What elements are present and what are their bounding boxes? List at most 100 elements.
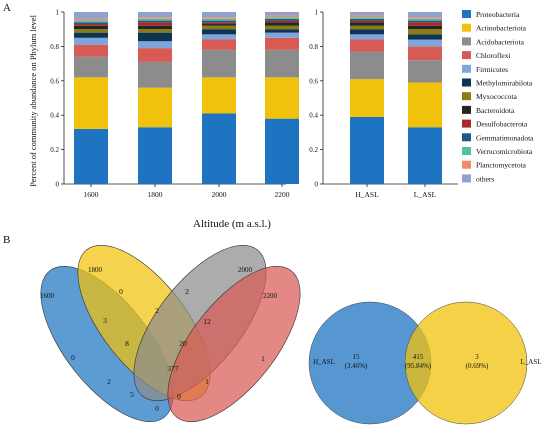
bar-segment	[265, 37, 299, 50]
venn-region-count: 0	[177, 392, 181, 401]
x-tick-label: H_ASL	[355, 190, 379, 199]
y-tick-label: 0.6	[309, 77, 318, 85]
venn-region-percent: (95.84%)	[405, 362, 432, 370]
legend-entry: Firmicutes	[476, 65, 508, 74]
bar-segment	[350, 25, 384, 30]
bar-segment	[265, 49, 299, 78]
legend-swatch	[462, 23, 471, 32]
legend-entry: Gemmatimonadota	[476, 133, 534, 142]
bar-segment	[350, 39, 384, 52]
legend-entry: others	[476, 174, 494, 183]
venn-region-percent: (3.46%)	[345, 362, 368, 370]
y-tick-label: 0.4	[50, 112, 59, 120]
x-tick-label: 1800	[148, 190, 163, 199]
bar-segment	[74, 25, 108, 30]
bar-segment	[265, 32, 299, 38]
legend-swatch	[462, 174, 471, 183]
bar-segment	[74, 44, 108, 57]
bar-segment	[202, 39, 236, 50]
bar-segment	[74, 77, 108, 129]
bar-segment	[265, 22, 299, 26]
bar-segment	[350, 29, 384, 35]
y-tick-label: 1	[56, 9, 60, 17]
legend-swatch	[462, 51, 471, 60]
bar-segment	[74, 37, 108, 45]
x-tick-label: 2200	[275, 190, 290, 199]
legend-entry: Planctomycetota	[476, 161, 527, 170]
x-tick-label: 1600	[84, 190, 99, 199]
y-tick-label: 0	[315, 181, 319, 189]
bar-segment	[202, 77, 236, 114]
y-tick-label: 0.8	[50, 43, 59, 51]
bar-segment	[202, 24, 236, 26]
bar-segment	[202, 49, 236, 78]
bar-segment	[265, 18, 299, 21]
bar-segment	[408, 12, 442, 18]
bar-segment	[202, 113, 236, 184]
x-axis-label: Altitude (m a.s.l.)	[193, 218, 271, 230]
bar-segment	[408, 20, 442, 23]
bar-segment	[408, 34, 442, 40]
venn-region-count: 2	[185, 287, 189, 296]
y-tick-label: 0.2	[309, 146, 318, 154]
bar-segment	[350, 79, 384, 117]
bar-segment	[202, 20, 236, 23]
venn-set-label: L_ASL	[521, 358, 542, 366]
x-tick-label: L_ASL	[414, 190, 437, 199]
bar-segment	[74, 56, 108, 78]
venn-region-count: 12	[203, 317, 211, 326]
bar-segment	[138, 32, 172, 42]
bar-segment	[138, 25, 172, 30]
bar-segment	[138, 12, 172, 18]
y-axis: 0 0.2 0.4 0.6 0.8 1 1600 1800 2000 2200 0 0.2 0.4 0.6…	[50, 9, 458, 199]
legend-entry: Actinobacteriota	[476, 24, 527, 33]
bar-segment	[74, 12, 108, 19]
bar-segment	[138, 29, 172, 33]
venn-region-count: 8	[125, 339, 129, 348]
bar-segment	[74, 22, 108, 25]
bar-segment	[408, 46, 442, 61]
bar-segment	[265, 20, 299, 23]
bar-segment	[350, 18, 384, 21]
bar-segment	[74, 32, 108, 38]
legend-swatch	[462, 119, 471, 128]
bar-segment	[408, 18, 442, 21]
bar-segment	[138, 41, 172, 49]
bar-segment	[202, 18, 236, 21]
bar-segment	[74, 20, 108, 23]
venn-region-count: 0	[119, 287, 123, 296]
bar-segment	[202, 22, 236, 25]
venn-set-label: 1800	[88, 266, 103, 274]
bar-segment	[138, 48, 172, 62]
bar-segment	[138, 18, 172, 21]
bar-segment	[350, 51, 384, 80]
bar-segment	[350, 116, 384, 184]
bar-segment	[265, 15, 299, 18]
bars	[74, 12, 442, 184]
legend-entry: Myxococcota	[476, 92, 517, 101]
bar-segment	[265, 12, 299, 16]
y-axis-label: Percent of community abundance on Phylum…	[28, 14, 38, 186]
y-tick-label: 1	[315, 9, 319, 17]
venn-region-count: 2	[107, 377, 111, 386]
venn-region-count: 1	[261, 354, 265, 363]
bar-segment	[265, 25, 299, 30]
y-tick-label: 0	[56, 181, 60, 189]
bar-segment	[138, 17, 172, 19]
venn-region-count: 377	[167, 364, 179, 373]
bar-segment	[138, 22, 172, 26]
bar-segment	[408, 39, 442, 47]
venn-region-count: 0	[155, 404, 159, 413]
bar-segment	[350, 22, 384, 26]
panel-b-label: B	[3, 234, 10, 246]
legend-swatch	[462, 10, 471, 18]
legend: Proteobacteria Actinobacteriota Acidobacte…	[462, 10, 534, 183]
venn-region-count: 15	[353, 353, 361, 361]
venn-set-label: 1600	[40, 292, 55, 300]
bar-segment	[350, 12, 384, 16]
bar-segment	[74, 128, 108, 184]
legend-swatch	[462, 105, 471, 114]
y-tick-label: 0.6	[50, 77, 59, 85]
bar-segment	[265, 29, 299, 33]
bar-segment	[138, 87, 172, 128]
